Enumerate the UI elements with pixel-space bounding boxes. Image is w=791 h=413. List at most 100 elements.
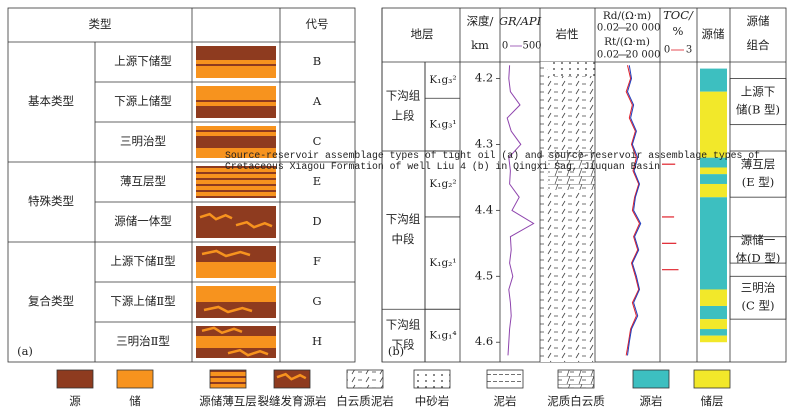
legend-label: 源 — [69, 394, 81, 408]
res-scale-max: 20 000 — [626, 50, 661, 61]
swatch-band — [694, 370, 730, 388]
swatch-band — [196, 66, 276, 78]
combo-label: 储(B 型) — [736, 103, 780, 117]
header: km — [471, 38, 489, 52]
crack — [199, 212, 233, 221]
combo-label: 体(D 型) — [736, 251, 781, 265]
legend-border — [56, 369, 94, 389]
depth-tick-label: 4.3 — [475, 136, 493, 150]
swatch-band — [558, 370, 594, 388]
legend-label: 裂缝发育源岩 — [258, 394, 327, 408]
panel-a-frame — [7, 7, 356, 363]
code: D — [312, 214, 321, 228]
legend-border — [346, 369, 384, 389]
subtype: 薄互层型 — [120, 174, 166, 188]
swatch-band — [196, 58, 276, 66]
header-code: 代号 — [306, 17, 329, 31]
sr-interval — [700, 68, 727, 92]
lithology-column — [540, 62, 595, 362]
gr-curve — [506, 65, 535, 356]
member-label: K₁g₃¹ — [429, 119, 456, 131]
combo-box — [729, 78, 787, 126]
caption: Source-reservoir assemblage types of tig… — [225, 150, 760, 172]
stage-label: 中段 — [392, 232, 415, 246]
header: 源储 — [747, 14, 770, 28]
combo-label: 上源下 — [741, 85, 776, 99]
swatch-band — [196, 126, 276, 136]
panel-label: (a) — [17, 344, 33, 358]
legend-border — [413, 369, 451, 389]
stage-label: 上段 — [392, 109, 415, 123]
header: 岩性 — [556, 27, 579, 41]
toc-scale-min: 0 — [664, 45, 670, 56]
code: C — [313, 134, 322, 148]
swatch-band — [196, 86, 276, 98]
legend-border — [209, 369, 247, 389]
legend: 源 储 源储薄互层 裂缝发育源岩 白云质泥岩 中砂岩 泥岩 泥质白云质 源岩 储层 — [56, 369, 731, 408]
header: % — [673, 24, 684, 38]
legend-label: 泥岩 — [494, 394, 517, 408]
header: 源储 — [702, 27, 725, 41]
header-type: 类型 — [89, 17, 112, 31]
crack — [276, 372, 307, 381]
sr-interval — [700, 305, 727, 320]
subtype: 源储一体型 — [114, 214, 172, 228]
legend-label: 源岩 — [640, 394, 663, 408]
subtype: 下源上储型 — [114, 94, 172, 108]
header: GR/API — [499, 14, 542, 28]
swatch-band — [196, 46, 276, 58]
stage-label: 下沟组 — [386, 212, 421, 226]
swatch-band — [347, 370, 383, 388]
gr-scale-min: 0 — [502, 41, 508, 52]
res-scale-min: 0.02 — [597, 23, 619, 34]
group: 复合类型 — [28, 294, 74, 308]
header: 组合 — [747, 38, 770, 52]
sr-interval — [700, 167, 727, 175]
sr-interval — [700, 289, 727, 306]
depth-tick-label: 4.2 — [475, 70, 493, 84]
rd-curve — [626, 65, 642, 356]
swatch-band — [196, 148, 276, 158]
sr-interval — [700, 174, 727, 184]
member-label: K₁g₃² — [429, 74, 456, 86]
legend-border — [116, 369, 154, 389]
gr-scale-max: 500 — [522, 41, 541, 52]
legend-border — [557, 369, 595, 389]
legend-border — [486, 369, 524, 389]
legend-border — [632, 369, 670, 389]
depth-tick-label: 4.4 — [475, 202, 493, 216]
header: TOC/ — [663, 8, 694, 22]
rt-curve — [625, 65, 641, 356]
combo-box — [729, 275, 787, 320]
swatch-band — [196, 98, 276, 106]
swatch-band — [196, 326, 276, 336]
swatch-band — [487, 370, 523, 388]
lithology-bed — [548, 62, 595, 76]
crack — [201, 326, 243, 335]
legend-label: 中砂岩 — [415, 394, 450, 408]
combo-label: (E 型) — [742, 175, 775, 189]
panel-label: (b) — [388, 344, 404, 358]
res-scale-min: 0.02 — [597, 50, 619, 61]
swatch-band — [196, 286, 276, 302]
lithology-bed — [548, 150, 595, 190]
header: 地层 — [411, 27, 434, 41]
swatch-band — [196, 106, 276, 118]
stage-label: 下沟组 — [386, 89, 421, 103]
combo-label: 薄互层 — [741, 157, 776, 171]
sr-interval — [700, 335, 727, 343]
stage-label: 下沟组 — [386, 318, 421, 332]
stage-label: 下段 — [392, 338, 415, 352]
swatch-band — [633, 370, 669, 388]
depth-tick-label: 4.5 — [475, 268, 493, 282]
crack — [203, 305, 253, 314]
combo-box — [729, 150, 787, 198]
res-scale-max: 20 000 — [626, 23, 661, 34]
group: 基本类型 — [28, 94, 74, 108]
member-label: K₁g₂² — [429, 178, 456, 190]
code: E — [313, 174, 321, 188]
legend-border — [693, 369, 731, 389]
subtype: 下源上储Ⅱ型 — [110, 294, 175, 308]
swatch-band — [57, 370, 93, 388]
